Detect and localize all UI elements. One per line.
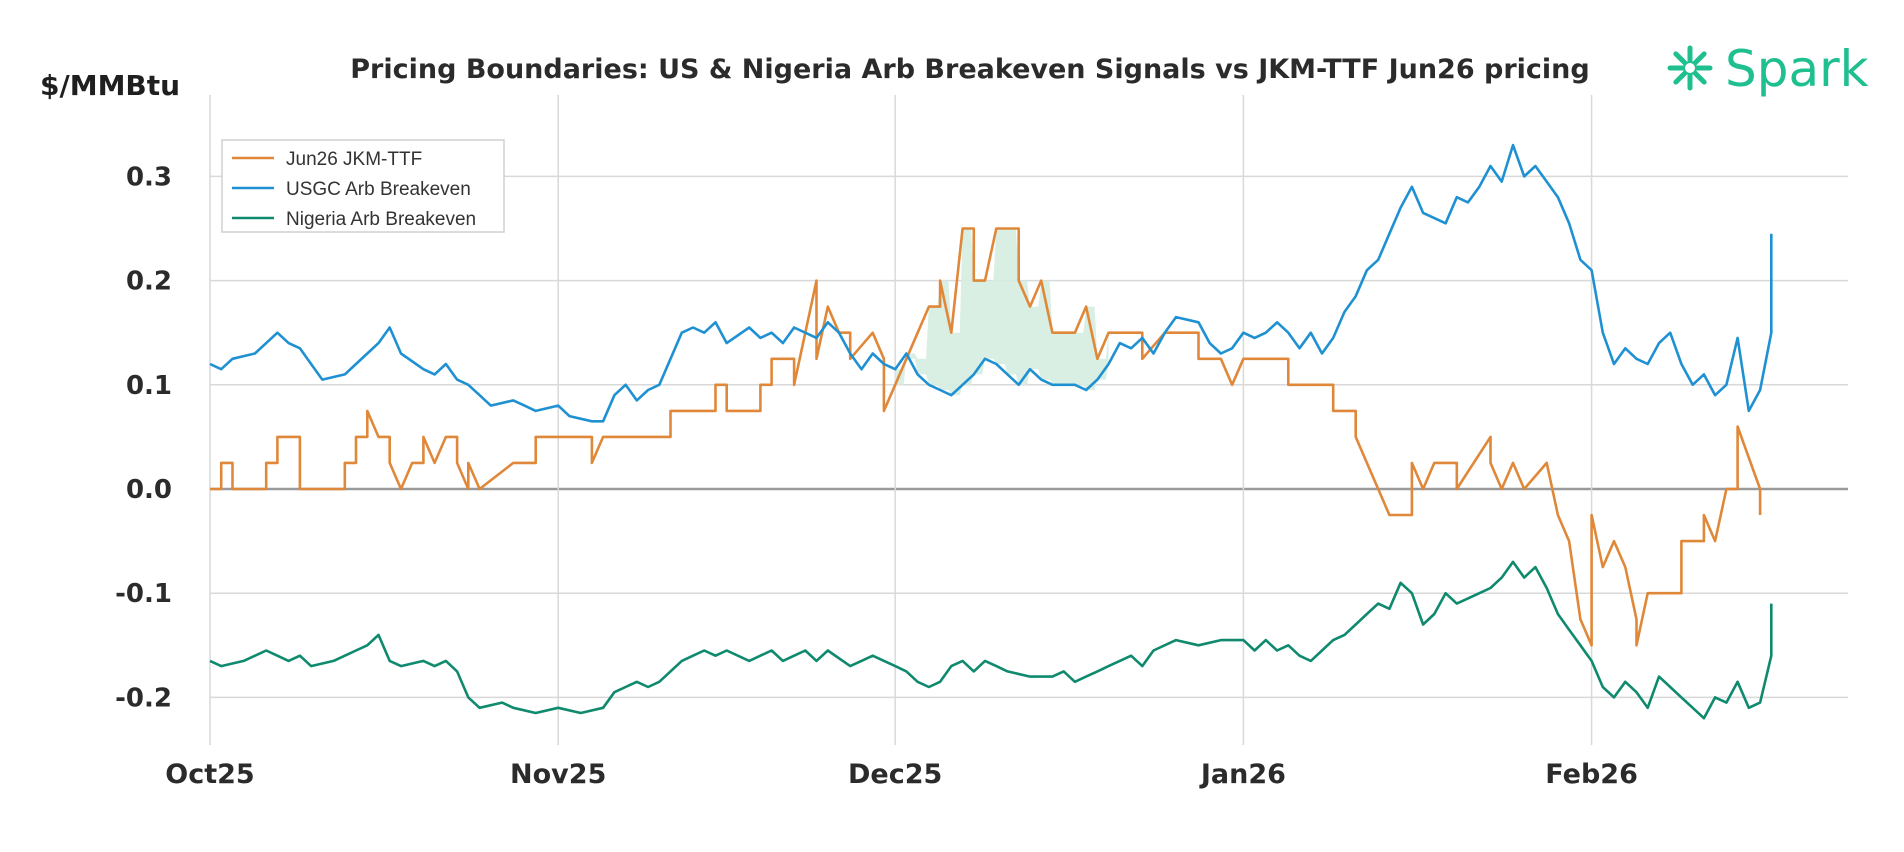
x-axis-ticks: Oct25 Nov25 Dec25 Jan26 Feb26 [165,759,1638,790]
x-tick-label: Feb26 [1545,759,1638,790]
y-tick-label: 0.3 [126,162,172,192]
spark-center [1685,63,1695,73]
y-tick-label: -0.2 [115,683,172,713]
y-axis-unit-label: $/MMBtu [40,69,180,102]
spark-asterisk-icon [1667,45,1713,91]
chart-title: Pricing Boundaries: US & Nigeria Arb Bre… [350,54,1589,85]
legend-box [221,139,505,233]
brand-name: Spark [1725,40,1869,98]
shaded-spread-region [895,228,1109,396]
legend-label: Nigeria Arb Breakeven [286,209,476,230]
series-line-usgc-arb-breakeven[interactable] [209,143,1773,423]
legend-item[interactable]: Jun26 JKM-TTF [232,149,422,170]
x-tick-label: Dec25 [848,759,942,790]
brand-logo: Spark [1667,40,1869,98]
series-line-nigeria-arb-breakeven[interactable] [209,560,1773,720]
x-tick-label: Oct25 [165,759,254,790]
x-tick-label: Jan26 [1199,759,1286,790]
grid-lines [209,95,1848,745]
y-tick-label: 0.0 [126,475,172,505]
legend[interactable]: Jun26 JKM-TTF USGC Arb Breakeven Nigeria A… [221,139,505,233]
y-axis-ticks: -0.2 -0.1 0.0 0.1 0.2 0.3 [115,162,172,713]
y-tick-label: 0.2 [126,267,172,297]
legend-item[interactable]: USGC Arb Breakeven [232,179,471,200]
series-line-jun26-jkm-ttf[interactable] [210,227,1762,647]
x-tick-label: Nov25 [510,759,606,790]
y-tick-label: 0.1 [126,371,172,401]
shaded-area [895,228,1109,396]
legend-label: USGC Arb Breakeven [286,179,471,200]
y-tick-label: -0.1 [115,579,172,609]
legend-item[interactable]: Nigeria Arb Breakeven [232,209,476,230]
series-lines [209,143,1773,720]
legend-label: Jun26 JKM-TTF [286,149,422,170]
